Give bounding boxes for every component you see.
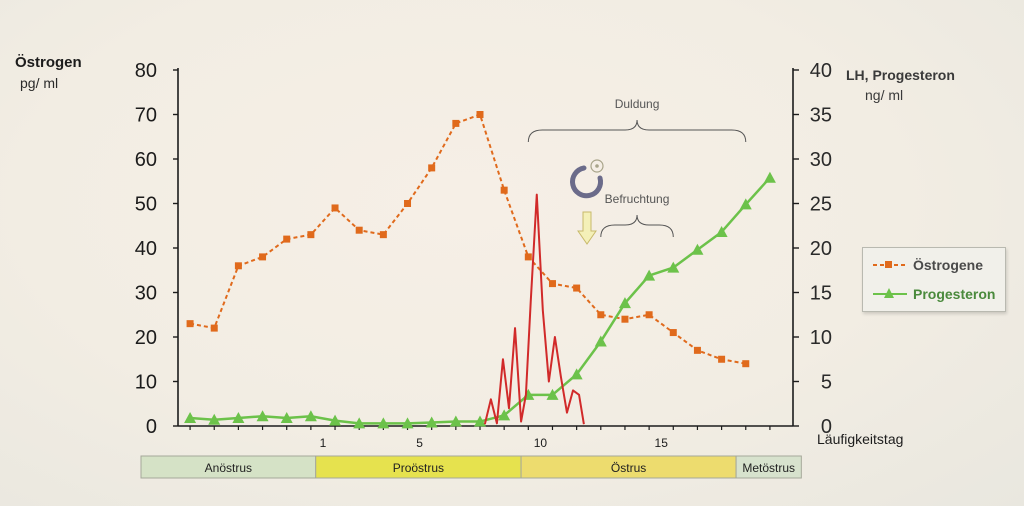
x-tick-label: 15: [655, 436, 669, 450]
chart-legend: Östrogene Progesteron: [862, 247, 1006, 312]
data-point-progesteron: [739, 198, 752, 210]
data-point-progesteron: [304, 410, 317, 422]
data-point-progesteron: [498, 409, 511, 421]
phase-band-metoestrus: [735, 455, 802, 479]
down-arrow-icon: [577, 211, 597, 245]
left-y-tick-label: 60: [135, 149, 157, 171]
left-y-tick-label: 40: [135, 238, 157, 260]
sperm-cell-core-icon: [595, 164, 599, 168]
right-y-tick-label: 15: [810, 283, 832, 305]
data-point-progesteron: [256, 410, 269, 422]
legend-item-progesteron: Progesteron: [871, 284, 995, 304]
legend-label-oestrogene: Östrogene: [913, 257, 984, 273]
data-point-progesteron: [643, 269, 656, 281]
data-point-oestrogene: [331, 204, 339, 212]
data-point-oestrogene: [307, 231, 315, 239]
data-point-progesteron: [353, 417, 366, 429]
data-point-oestrogene: [428, 164, 436, 172]
right-y-tick-label: 25: [810, 194, 832, 216]
right-y-tick-label: 30: [810, 149, 832, 171]
data-point-progesteron: [715, 225, 728, 237]
data-point-oestrogene: [259, 253, 267, 261]
duldung-brace: [527, 119, 747, 143]
data-point-progesteron: [618, 297, 631, 309]
right-y-tick-label: 10: [810, 327, 832, 349]
right-y-tick-label: 5: [821, 372, 832, 394]
data-point-progesteron: [449, 415, 462, 427]
data-point-progesteron: [208, 413, 221, 425]
data-point-progesteron: [232, 411, 245, 423]
data-point-oestrogene: [597, 311, 605, 319]
data-point-oestrogene: [404, 200, 412, 207]
data-point-oestrogene: [573, 284, 581, 292]
data-point-progesteron: [329, 414, 342, 426]
data-point-progesteron: [280, 411, 293, 423]
legend-label-progesteron: Progesteron: [913, 286, 996, 302]
data-point-oestrogene: [283, 235, 291, 243]
legend-swatch-oestrogene: [871, 255, 909, 275]
left-y-tick-label: 30: [135, 283, 157, 305]
data-point-oestrogene: [452, 119, 460, 127]
x-tick-label: 5: [416, 436, 423, 450]
right-y-tick-label: 40: [810, 60, 832, 82]
phase-label-oestrus: Östrus: [611, 461, 646, 475]
x-tick-label: 1: [320, 436, 327, 450]
data-point-progesteron: [546, 388, 559, 400]
data-point-oestrogene: [669, 329, 677, 337]
data-point-progesteron: [184, 411, 197, 423]
legend-swatch-progesteron: [871, 284, 909, 304]
phase-label-metoestrus: Metöstrus: [742, 461, 795, 475]
left-y-tick-label: 20: [135, 327, 157, 349]
data-point-progesteron: [570, 368, 583, 380]
left-axis-title: Östrogen: [15, 54, 82, 71]
data-point-progesteron: [594, 335, 607, 347]
left-y-tick-label: 0: [146, 416, 157, 438]
phase-label-prooestrus: Proöstrus: [393, 461, 444, 475]
data-point-oestrogene: [355, 226, 363, 234]
data-point-progesteron: [401, 417, 414, 429]
phase-label-anoestrus: Anöstrus: [205, 461, 252, 475]
data-point-progesteron: [425, 416, 438, 428]
series-line-lh: [483, 193, 585, 425]
right-axis-title: LH, Progesteron: [846, 67, 955, 83]
data-point-oestrogene: [621, 315, 629, 323]
data-point-oestrogene: [524, 253, 532, 261]
egg-cell-icon: [570, 165, 603, 199]
series-line-progesteron: [189, 176, 771, 425]
data-point-oestrogene: [186, 320, 194, 328]
left-y-tick-label: 80: [135, 60, 157, 82]
data-point-oestrogene: [742, 360, 750, 368]
left-axis-unit: pg/ ml: [20, 75, 59, 91]
data-point-oestrogene: [476, 111, 484, 118]
left-y-tick-label: 10: [135, 372, 157, 394]
x-tick-label: 10: [534, 436, 548, 450]
annotation-befruchtung: Befruchtung: [605, 192, 670, 206]
x-axis-title: Läufigkeitstag: [817, 431, 903, 447]
data-point-progesteron: [474, 415, 486, 427]
annotation-duldung: Duldung: [615, 97, 660, 111]
data-point-oestrogene: [645, 311, 653, 319]
left-y-tick-label: 70: [135, 105, 157, 127]
right-y-tick-label: 0: [821, 416, 832, 438]
right-axis-unit: ng/ ml: [865, 87, 904, 103]
data-point-oestrogene: [718, 355, 726, 363]
data-point-oestrogene: [693, 346, 701, 354]
data-point-oestrogene: [548, 280, 556, 288]
legend-item-oestrogene: Östrogene: [871, 255, 983, 275]
right-y-tick-label: 35: [810, 105, 832, 127]
befruchtung-brace: [600, 214, 674, 238]
data-point-progesteron: [377, 417, 390, 429]
right-y-tick-label: 20: [810, 238, 832, 260]
data-point-oestrogene: [500, 186, 508, 194]
data-point-oestrogene: [210, 324, 218, 332]
data-point-oestrogene: [234, 262, 242, 270]
sperm-cell-icon: [590, 159, 604, 173]
data-point-progesteron: [667, 261, 680, 273]
data-point-progesteron: [691, 243, 704, 255]
data-point-progesteron: [763, 171, 776, 183]
left-y-tick-label: 50: [135, 194, 157, 216]
data-point-oestrogene: [379, 231, 387, 239]
series-line-oestrogene: [189, 113, 746, 365]
